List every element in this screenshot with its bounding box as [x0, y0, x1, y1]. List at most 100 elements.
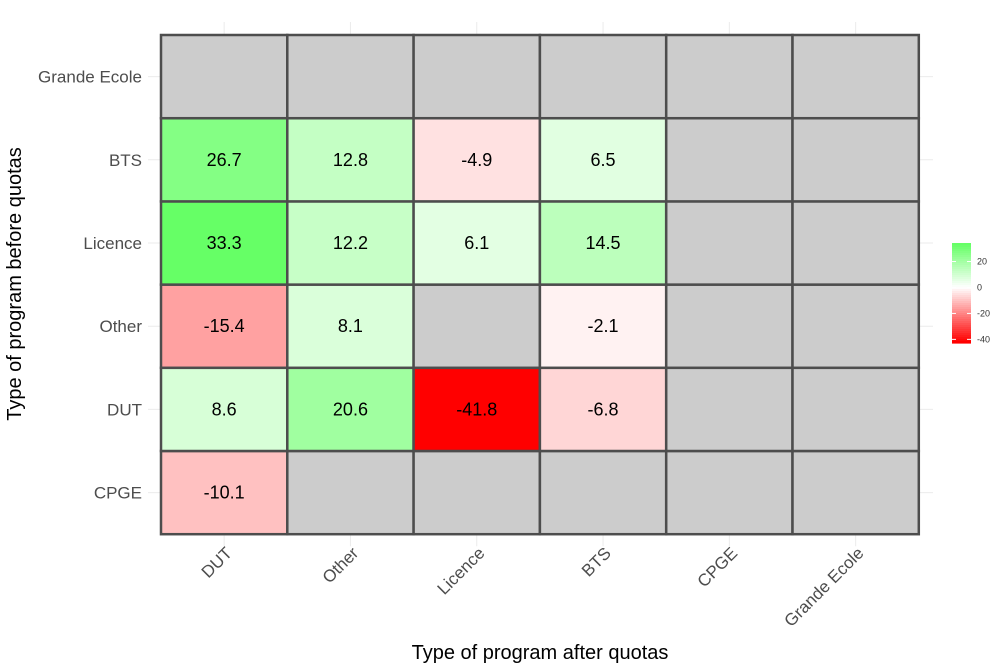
cell-value-label: 20.6: [333, 399, 368, 419]
cell-value-label: -4.9: [461, 150, 492, 170]
legend-gradient-segment: [952, 255, 971, 258]
legend-gradient-segment: [952, 341, 971, 344]
heatmap-cell: [791, 449, 921, 536]
heatmap-cell: [791, 283, 921, 370]
heatmap-cell: [791, 366, 921, 453]
heatmap-cell-labels: -10.1 8.6 20.6 -41.8 -6.8 -15.4 8.1 -2.1 33.3 12.…: [204, 150, 621, 503]
heatmap-cell: [286, 33, 415, 120]
legend-gradient-segment: [952, 307, 971, 310]
heatmap-cell: [286, 283, 415, 370]
legend-gradient-segment: [952, 259, 971, 262]
x-tick-label: Other: [319, 543, 363, 587]
heatmap-cell: [791, 33, 921, 120]
cell-value-label: 14.5: [586, 233, 621, 253]
legend-gradient-segment: [952, 293, 971, 296]
heatmap-cell: [791, 200, 921, 286]
legend-gradient-segment: [952, 327, 971, 330]
legend-gradient-segment: [952, 273, 971, 276]
legend-gradient-segment: [952, 295, 971, 298]
heatmap-cell: [159, 449, 289, 536]
legend-gradient-segment: [952, 243, 971, 246]
heatmap-cell: [412, 33, 542, 120]
legend-gradient-segment: [952, 333, 971, 336]
legend-gradient-segment: [952, 251, 971, 254]
legend-gradient-segment: [952, 265, 971, 268]
y-tick-label: CPGE: [94, 484, 142, 503]
heatmap-cell: [664, 200, 794, 286]
y-tick-label: Licence: [83, 234, 142, 253]
legend-gradient-segment: [952, 287, 971, 290]
heatmap-cells: [159, 33, 921, 536]
legend-gradient-segment: [952, 297, 971, 300]
legend-gradient-segment: [952, 339, 971, 342]
heatmap-cell: [159, 33, 289, 120]
y-tick-label: Grande Ecole: [38, 68, 142, 87]
legend-gradient-segment: [952, 309, 971, 312]
legend-gradient-segment: [952, 317, 971, 320]
legend-gradient-segment: [952, 323, 971, 326]
heatmap-cell: [664, 116, 794, 203]
x-tick-label: CPGE: [694, 544, 742, 592]
heatmap-cell: [538, 33, 668, 120]
legend-gradient-segment: [952, 299, 971, 302]
legend-gradient-segment: [952, 305, 971, 308]
legend-gradient-segment: [952, 261, 971, 264]
legend-tick-label: 20: [977, 257, 987, 267]
legend-gradient-segment: [952, 321, 971, 324]
legend-tick-label: -20: [977, 308, 990, 318]
x-tick-label: Grande Ecole: [781, 544, 868, 631]
x-tick-label: DUT: [198, 544, 236, 582]
x-tick-label: BTS: [578, 544, 615, 581]
legend-gradient-segment: [952, 325, 971, 328]
cell-value-label: -2.1: [588, 316, 619, 336]
heatmap-cell: [664, 366, 794, 453]
cell-value-label: -6.8: [588, 399, 619, 419]
heatmap-cell: [159, 283, 289, 370]
heatmap-cell: [412, 116, 542, 203]
legend-gradient-segment: [952, 331, 971, 334]
heatmap-cell: [664, 33, 794, 120]
y-tick-label: Other: [99, 317, 142, 336]
legend-gradient-segment: [952, 283, 971, 286]
legend-tick-label: -40: [977, 334, 990, 344]
heatmap-cell: [538, 116, 668, 203]
cell-value-label: -10.1: [204, 483, 245, 503]
heatmap-cell: [159, 116, 289, 203]
y-axis-title: Type of program before quotas: [4, 147, 26, 421]
legend-gradient-segment: [952, 263, 971, 266]
legend-gradient-segment: [952, 315, 971, 318]
cell-value-label: 8.1: [338, 316, 363, 336]
heatmap-cell: [791, 116, 921, 203]
legend-gradient-segment: [952, 303, 971, 306]
legend-gradient-segment: [952, 335, 971, 338]
x-tick-label: Licence: [434, 544, 489, 599]
y-tick-label: DUT: [107, 400, 142, 419]
legend-gradient-segment: [952, 247, 971, 250]
heatmap-cell: [538, 449, 668, 536]
legend-gradient-segment: [952, 245, 971, 248]
legend-gradient-segment: [952, 267, 971, 270]
x-axis-title: Type of program after quotas: [412, 642, 669, 664]
legend-gradient-segment: [952, 285, 971, 288]
legend-gradient-segment: [952, 329, 971, 332]
legend-gradient-segment: [952, 311, 971, 314]
heatmap-cell: [412, 200, 542, 286]
cell-value-label: -41.8: [456, 399, 497, 419]
legend-gradient-segment: [952, 289, 971, 292]
legend-gradient-segment: [952, 277, 971, 280]
heatmap-cell: [286, 200, 415, 286]
heatmap-cell: [412, 283, 542, 370]
legend-gradient-segment: [952, 313, 971, 316]
heatmap-cell: [664, 283, 794, 370]
heatmap-cell: [538, 366, 668, 453]
legend-gradient-segment: [952, 257, 971, 260]
y-axis-tick-labels: CPGE DUT Other Licence BTS Grande Ecole: [38, 68, 142, 503]
cell-value-label: 6.5: [591, 150, 616, 170]
legend-gradient-segment: [952, 291, 971, 294]
legend-gradient-segment: [952, 249, 971, 252]
cell-value-label: 26.7: [207, 150, 242, 170]
legend-gradient-segment: [952, 269, 971, 272]
legend-tick-label: 0: [977, 282, 982, 292]
cell-value-label: 12.8: [333, 150, 368, 170]
